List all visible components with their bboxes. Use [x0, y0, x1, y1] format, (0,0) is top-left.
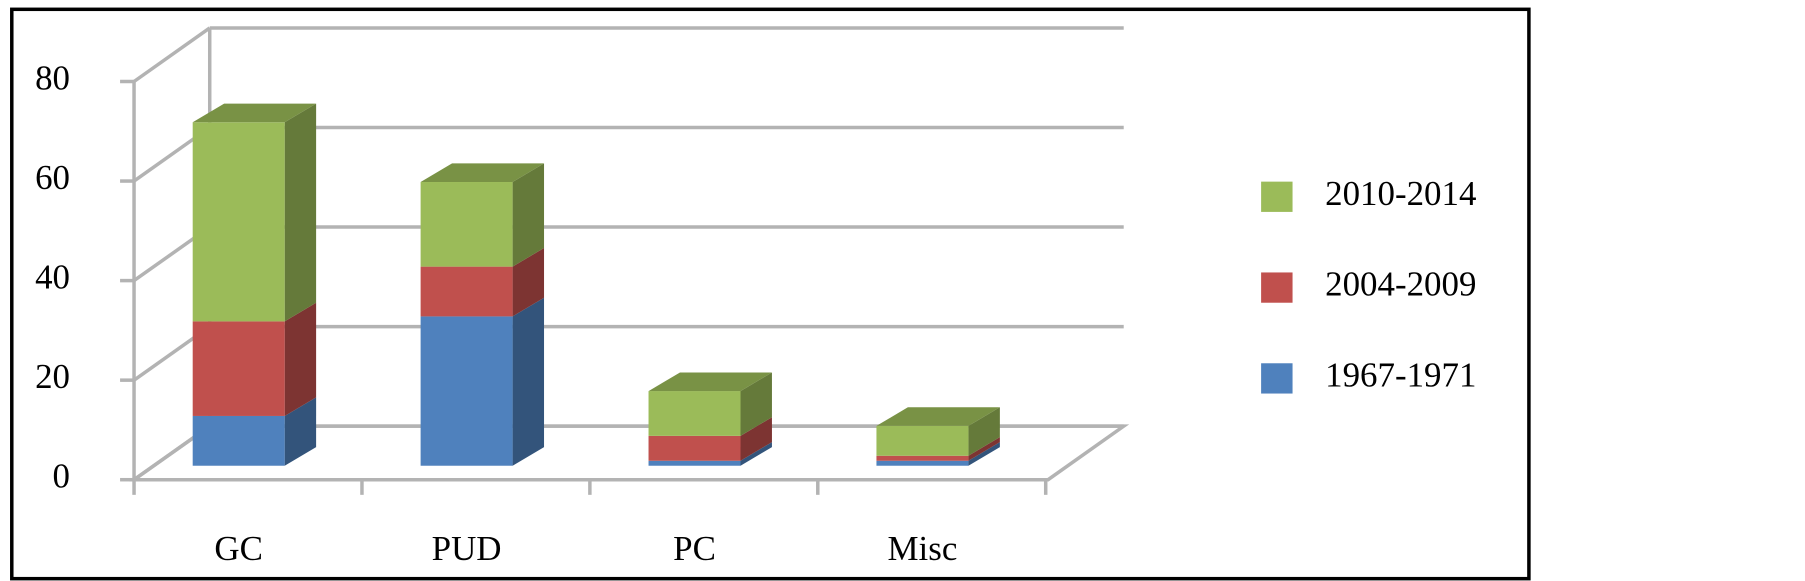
- bar-side: [968, 437, 1000, 461]
- bar-top: [192, 103, 317, 123]
- legend-swatch: [1261, 363, 1293, 394]
- bar: [420, 266, 513, 317]
- legend-swatch: [1261, 181, 1293, 212]
- bar-top: [876, 407, 1000, 426]
- x-tick-label: Misc: [888, 529, 958, 568]
- x-tick-label: PC: [673, 529, 716, 568]
- bar-side: [740, 442, 772, 466]
- bar: [420, 182, 513, 267]
- bar: [420, 316, 513, 466]
- bar-top: [648, 372, 772, 392]
- bar-side: [284, 302, 317, 416]
- legend-label: 2010-2014: [1325, 174, 1476, 213]
- bar: [876, 455, 969, 461]
- bar-side: [740, 372, 772, 436]
- bar-side: [512, 163, 545, 267]
- y-tick-label: 60: [35, 158, 70, 197]
- bar: [192, 321, 285, 416]
- bar-top: [420, 163, 545, 183]
- y-tick-label: 40: [35, 258, 70, 297]
- legend-label: 2004-2009: [1325, 265, 1476, 304]
- bar: [192, 122, 285, 322]
- bar-side: [284, 397, 317, 466]
- x-tick-label: GC: [214, 529, 263, 568]
- grid-line: [133, 26, 211, 83]
- bar: [876, 460, 969, 466]
- legend-label: 1967-1971: [1325, 355, 1476, 394]
- bar-side: [968, 442, 1000, 466]
- y-tick-label: 80: [35, 59, 70, 98]
- y-tick-label: 20: [35, 357, 70, 396]
- bar: [648, 435, 741, 461]
- bar-side: [968, 407, 1000, 456]
- bar: [648, 391, 741, 436]
- legend-swatch: [1261, 272, 1293, 303]
- x-tick-label: PUD: [432, 529, 502, 568]
- bar-side: [512, 297, 545, 466]
- bar: [876, 425, 969, 456]
- bar-side: [740, 417, 772, 461]
- bar-side: [512, 248, 545, 317]
- bar: [648, 460, 741, 466]
- y-tick-label: 0: [53, 457, 70, 496]
- bar: [192, 415, 285, 466]
- bar-side: [284, 103, 317, 322]
